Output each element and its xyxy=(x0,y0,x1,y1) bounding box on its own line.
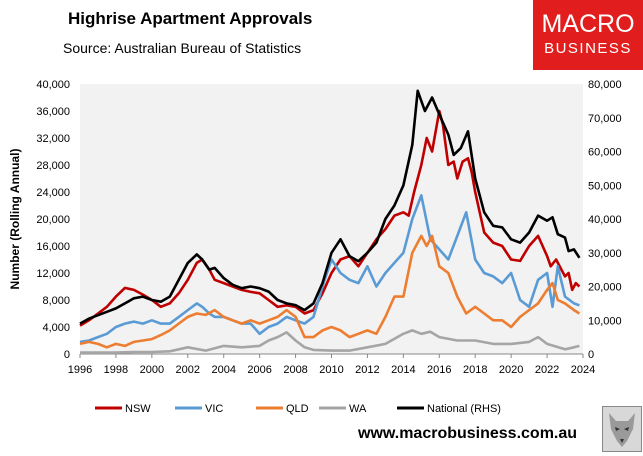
logo-line-macro: MACRO xyxy=(541,10,635,38)
y-axis-label: Number (Rolling Annual) xyxy=(8,149,22,290)
macrobusiness-logo[interactable]: MACRO BUSINESS xyxy=(533,0,643,70)
x-tick-label: 1998 xyxy=(104,364,128,376)
y-left-tick-label: 8,000 xyxy=(42,295,70,307)
x-tick-label: 2024 xyxy=(571,364,595,376)
x-tick-label: 2010 xyxy=(319,364,343,376)
x-tick-label: 2004 xyxy=(211,364,235,376)
legend-label: QLD xyxy=(286,403,309,415)
x-tick-label: 2016 xyxy=(427,364,451,376)
logo-line-business: BUSINESS xyxy=(544,40,632,57)
series-line-national xyxy=(79,89,581,325)
x-tick-label: 2020 xyxy=(499,364,523,376)
legend-label: National (RHS) xyxy=(427,403,501,415)
y-right-tick-label: 0 xyxy=(588,349,594,361)
legend-label: VIC xyxy=(205,403,223,415)
y-right-tick-label: 80,000 xyxy=(588,79,622,91)
page-subtitle: Source: Australian Bureau of Statistics xyxy=(63,40,302,56)
y-right-tick-label: 20,000 xyxy=(588,282,622,294)
wolf-logo-icon xyxy=(602,406,642,452)
y-left-tick-label: 4,000 xyxy=(42,322,70,334)
y-left-tick-label: 16,000 xyxy=(36,241,70,253)
y-left-tick-label: 28,000 xyxy=(36,160,70,172)
y-left-tick-label: 12,000 xyxy=(36,268,70,280)
x-tick-label: 2000 xyxy=(140,364,164,376)
y-left-tick-label: 36,000 xyxy=(36,106,70,118)
y-left-tick-label: 20,000 xyxy=(36,214,70,226)
x-tick-label: 2012 xyxy=(355,364,379,376)
page-title: Highrise Apartment Approvals xyxy=(68,9,313,28)
y-left-tick-label: 40,000 xyxy=(36,79,70,91)
x-tick-label: 2006 xyxy=(247,364,271,376)
series-line-wa xyxy=(80,329,580,354)
y-right-tick-label: 70,000 xyxy=(588,113,622,125)
y-left-tick-label: 24,000 xyxy=(36,187,70,199)
series-line-qld xyxy=(79,234,581,349)
y-right-tick-label: 40,000 xyxy=(588,214,622,226)
x-tick-label: 1996 xyxy=(68,364,92,376)
x-tick-label: 2022 xyxy=(535,364,559,376)
series-line-vic xyxy=(79,194,580,344)
y-left-tick-label: 32,000 xyxy=(36,133,70,145)
y-right-tick-label: 50,000 xyxy=(588,180,622,192)
website-url[interactable]: www.macrobusiness.com.au xyxy=(358,425,578,442)
plot-area xyxy=(80,84,583,354)
x-tick-label: 2018 xyxy=(463,364,487,376)
y-left-tick-label: 0 xyxy=(64,349,70,361)
y-right-tick-label: 10,000 xyxy=(588,315,622,327)
x-tick-label: 2014 xyxy=(391,364,415,376)
y-right-tick-label: 60,000 xyxy=(588,147,622,159)
legend-label: WA xyxy=(349,403,367,415)
x-tick-label: 2008 xyxy=(283,364,307,376)
y-right-tick-label: 30,000 xyxy=(588,248,622,260)
legend-label: NSW xyxy=(125,403,151,415)
x-tick-label: 2002 xyxy=(176,364,200,376)
